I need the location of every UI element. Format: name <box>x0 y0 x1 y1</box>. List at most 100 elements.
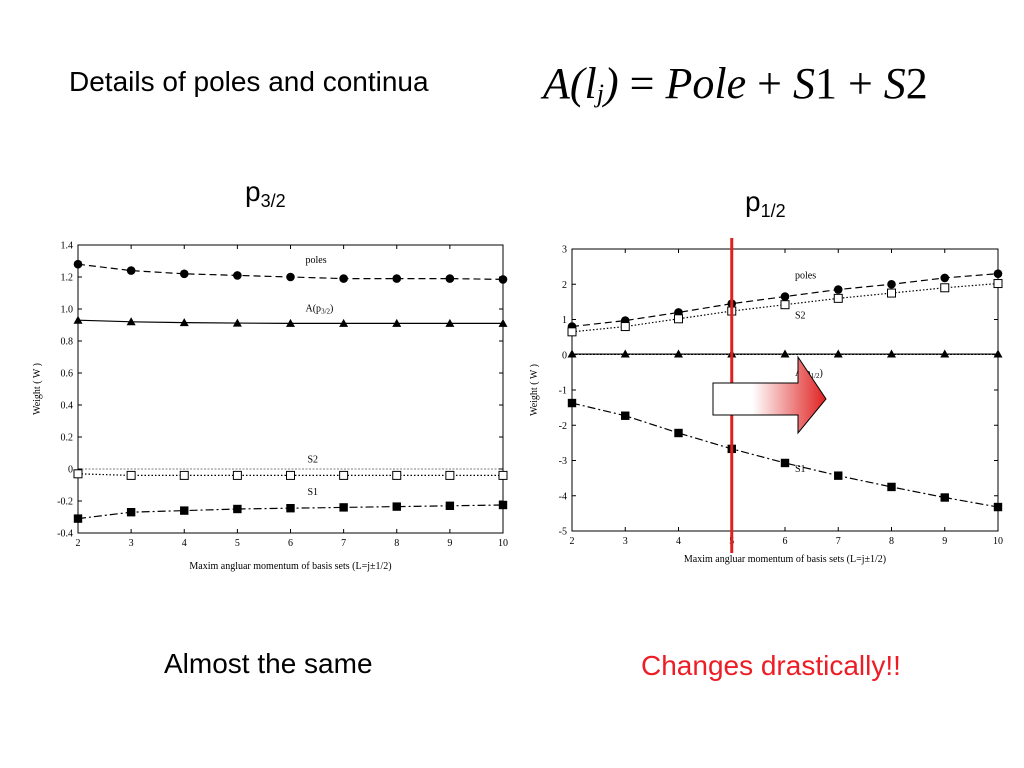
data-point <box>179 269 189 279</box>
y-tick-label: 0.2 <box>61 433 74 444</box>
formula-equals: = <box>618 59 666 108</box>
data-point <box>993 502 1003 512</box>
y-tick-label: 1.0 <box>61 305 74 316</box>
data-point <box>392 274 402 283</box>
formula-lhs-var: l <box>584 59 597 108</box>
y-tick-label: -0.4 <box>57 529 73 540</box>
left-plot-heading: p3/2 <box>245 176 286 211</box>
formula-lhs-sub: j <box>596 79 604 108</box>
data-point <box>620 322 630 332</box>
data-point <box>940 283 950 293</box>
data-point <box>498 275 508 284</box>
data-point <box>621 411 630 420</box>
series-poles: poles <box>567 269 1003 331</box>
data-point <box>286 504 295 513</box>
data-point <box>674 314 683 324</box>
series-label: poles <box>795 271 816 282</box>
data-point <box>339 503 348 512</box>
formula-plus-2: + <box>836 59 884 108</box>
formula-term-s1-num: 1 <box>814 59 837 108</box>
series-label: S1 <box>795 464 806 475</box>
formula: A(lj) = Pole + S1 + S2 <box>543 58 928 109</box>
y-tick-label: 1.2 <box>61 273 74 284</box>
x-axis-label: Maxim angluar momentum of basis sets (L=… <box>189 561 391 572</box>
data-point <box>833 285 843 294</box>
left-heading-main: p <box>245 176 261 207</box>
x-tick-label: 5 <box>235 538 240 549</box>
data-point <box>674 349 683 358</box>
x-tick-label: 3 <box>623 536 628 547</box>
y-tick-label: 1.4 <box>61 241 74 252</box>
x-tick-label: 6 <box>783 536 788 547</box>
series-s1: S1 <box>73 487 508 523</box>
y-axis-label: Weight ( W ) <box>32 363 43 415</box>
series-line <box>77 473 503 476</box>
right-arrow-icon <box>712 355 827 435</box>
x-tick-label: 8 <box>889 536 894 547</box>
caption-right: Changes drastically!! <box>641 650 901 681</box>
formula-lhs-close: ) <box>604 59 619 108</box>
data-point <box>339 470 349 480</box>
series-s2: S2 <box>73 454 508 480</box>
data-point <box>126 508 136 517</box>
formula-term-pole: Pole <box>665 59 747 108</box>
data-point <box>73 315 83 324</box>
data-point <box>286 318 295 327</box>
right-heading-sub: 1/2 <box>760 201 786 221</box>
data-point <box>233 504 242 514</box>
data-point <box>73 259 83 269</box>
data-point <box>73 469 83 479</box>
data-point <box>993 349 1003 358</box>
data-point <box>445 501 455 510</box>
x-tick-label: 4 <box>676 536 681 547</box>
formula-term-s2-letter: S <box>883 59 906 108</box>
series-label: poles <box>306 255 327 266</box>
x-tick-label: 10 <box>993 536 1003 547</box>
y-tick-label: -5 <box>559 527 567 538</box>
data-point <box>126 470 136 480</box>
data-point <box>392 470 402 480</box>
series-label: S1 <box>308 487 319 498</box>
y-tick-label: 3 <box>562 245 567 256</box>
series-a-p3-2-: A(p3/2) <box>73 303 508 327</box>
left-heading-sub: 3/2 <box>260 191 286 211</box>
series-label: S2 <box>308 454 319 465</box>
data-point <box>339 318 349 327</box>
right-plot-heading: p1/2 <box>745 186 786 221</box>
data-point <box>940 493 949 502</box>
data-point <box>232 470 242 480</box>
data-point <box>126 266 136 275</box>
data-point <box>392 318 402 327</box>
data-point <box>180 506 189 515</box>
data-point <box>498 318 508 327</box>
data-point <box>126 317 136 326</box>
data-point <box>834 471 843 480</box>
y-tick-label: 0.6 <box>61 369 74 380</box>
data-point <box>445 470 455 480</box>
x-tick-label: 10 <box>498 538 508 549</box>
data-point <box>179 470 189 480</box>
y-tick-label: -4 <box>559 491 567 502</box>
data-point <box>179 318 189 327</box>
data-point <box>567 327 577 337</box>
y-tick-label: -2 <box>559 421 567 432</box>
data-point <box>833 349 843 358</box>
x-tick-label: 7 <box>341 538 346 549</box>
caption-left: Almost the same <box>164 648 373 679</box>
data-point <box>940 273 950 283</box>
data-point <box>887 349 896 358</box>
y-tick-label: 1 <box>562 315 567 326</box>
y-tick-label: 2 <box>562 280 567 291</box>
data-point <box>286 272 295 282</box>
slide-title: Details of poles and continua <box>69 66 429 97</box>
data-point <box>674 428 683 438</box>
data-point <box>567 398 577 408</box>
x-tick-label: 6 <box>288 538 293 549</box>
x-tick-label: 9 <box>942 536 947 547</box>
data-point <box>887 288 896 298</box>
data-point <box>232 318 242 327</box>
data-point <box>887 279 896 289</box>
right-heading-main: p <box>745 186 761 217</box>
